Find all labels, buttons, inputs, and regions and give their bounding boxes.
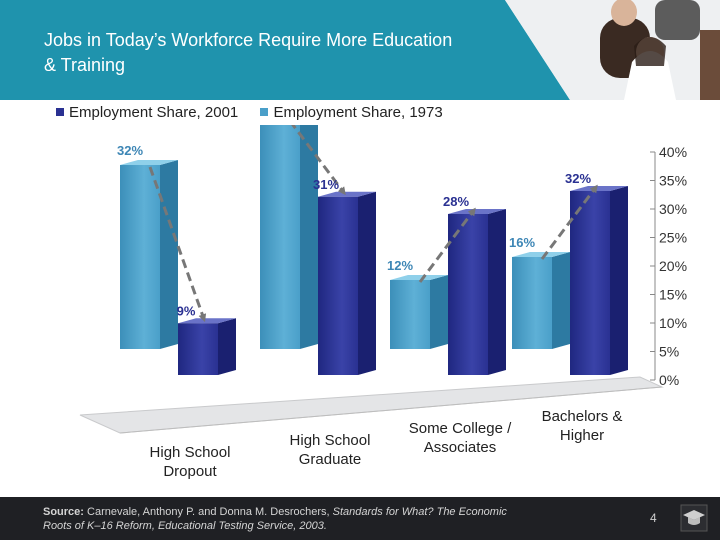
y-tick-label: 35% [659,173,687,189]
x-tick-label: Associates [424,439,497,456]
bars-group [120,125,628,375]
bar-light-side [160,160,178,349]
bar-light-top [390,275,448,280]
legend-item-1973: Employment Share, 1973 [260,103,443,121]
person-hair-3 [634,37,666,66]
x-tick-label: Graduate [299,451,362,468]
bar-light-top [512,252,570,257]
bar-dark-side [610,186,628,375]
bar-light-side [552,252,570,349]
x-tick-label: High School [150,444,231,461]
bar-dark-top [178,318,236,324]
bar-dark-side [488,209,506,375]
x-tick-label: Higher [560,427,604,444]
value-label-dark: 31% [313,177,339,192]
bar-dark-side [358,191,376,375]
floor-edge [119,386,663,434]
x-axis-labels: High School Dropout High School Graduate Som… [150,408,623,480]
y-tick-label: 25% [659,230,687,246]
source-work-title: Standards for What? The Economic Roots o… [43,506,507,532]
source-authors: Carnevale, Anthony P. and Donna M. Desro… [87,506,330,518]
value-label-light: 12% [387,258,413,273]
value-label-dark: 28% [443,194,469,209]
person-photo-4 [700,30,720,100]
bar-light-top [120,160,178,165]
y-tick-label: 0% [659,372,679,388]
chart-floor [79,376,664,434]
x-tick-label: Dropout [163,463,217,480]
source-publisher: Educational Testing Service, 2003. [157,520,327,532]
y-tick-label: 30% [659,201,687,217]
legend-label-1973: Employment Share, 1973 [273,103,443,121]
value-label-light: 32% [117,143,143,158]
trend-arrow [418,207,476,283]
trend-arrow [540,184,598,260]
header-graphic [0,0,720,100]
legend-swatch-1973 [260,108,269,116]
source-citation: Source: Carnevale, Anthony P. and Donna … [43,505,513,533]
legend-swatch-2001 [56,108,64,116]
bar-light-side [430,275,448,349]
bar-dark-side [218,318,236,375]
bar-chart: 0% 5% 10% 15% 20% 25% 30% 35% 40% 32% 9% 40% 31% 12%… [79,125,687,480]
trend-arrow [291,125,346,196]
bar-light-side [300,125,318,349]
bar-dark-top [570,186,628,191]
value-label-dark: 32% [565,171,591,186]
y-tick-label: 40% [659,144,687,160]
y-axis: 0% 5% 10% 15% 20% 25% 30% 35% 40% [650,144,687,388]
value-labels: 32%9%40%31%12%28%16%32% [117,143,591,318]
legend-item-2001: Employment Share, 2001 [56,104,238,121]
x-tick-label: Bachelors & [542,408,623,425]
trend-arrows [148,125,598,323]
slide-header: Jobs in Today’s Workforce Require More E… [0,0,720,100]
value-label-dark: 9% [177,303,196,318]
bar-dark-top [318,191,376,197]
source-label: Source: [43,506,84,518]
bar-dark [570,191,610,375]
y-tick-label: 10% [659,315,687,331]
page-number: 4 [650,511,657,525]
bar-dark [448,214,488,375]
bar-dark [318,196,358,375]
graduation-cap-icon [680,504,708,532]
y-tick-label: 5% [659,344,679,360]
bar-light [512,257,552,349]
x-tick-label: Some College / [409,420,512,437]
slide-footer: Source: Carnevale, Anthony P. and Donna … [0,497,720,540]
x-tick-label: High School [290,432,371,449]
person-photo-2 [655,0,700,40]
bar-light [390,280,430,349]
person-face-1 [611,0,637,26]
header-band [0,0,570,100]
slide-title: Jobs in Today’s Workforce Require More E… [44,30,453,75]
legend-label-2001: Employment Share, 2001 [69,103,239,121]
y-tick-label: 15% [659,287,687,303]
value-label-light: 16% [509,235,535,250]
bar-light [260,125,300,349]
bar-light [120,165,160,349]
bar-dark-top [448,209,506,214]
chart-legend: Employment Share, 2001 Employment Share,… [56,103,461,121]
y-tick-label: 20% [659,258,687,274]
bar-dark [178,323,218,375]
trend-arrow [148,166,207,323]
